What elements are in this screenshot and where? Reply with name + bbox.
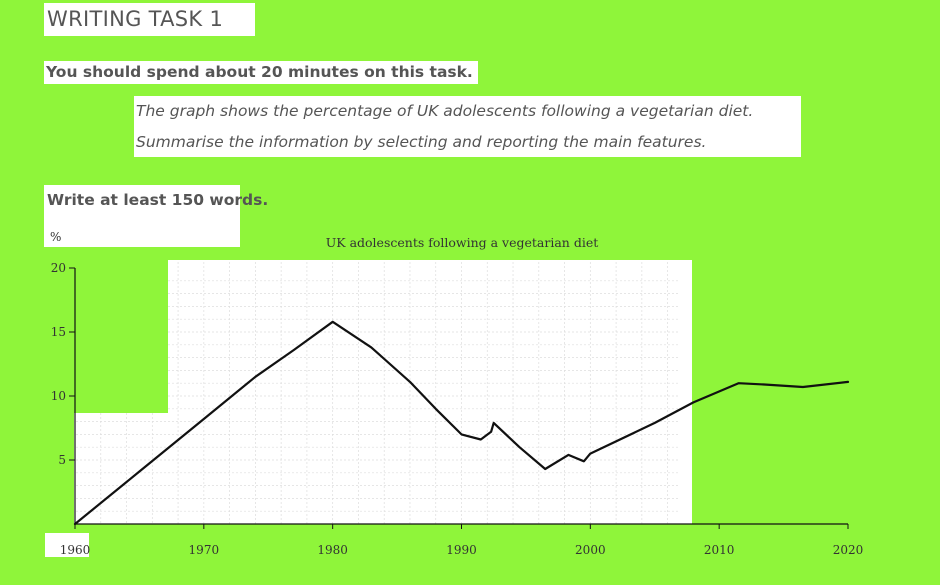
x-tick-label: 1970 [189, 543, 220, 557]
instruction-line-1: The graph shows the percentage of UK ado… [136, 102, 754, 120]
x-tick-label: 2020 [833, 543, 864, 557]
series-line [73, 320, 850, 526]
task-heading: WRITING TASK 1 [44, 3, 255, 36]
x-tick-label: 2010 [704, 543, 735, 557]
plot-panel-lower [74, 413, 678, 524]
x-tick-label: 1990 [446, 543, 477, 557]
x-tick-label: 2000 [575, 543, 606, 557]
chart-title: UK adolescents following a vegetarian di… [326, 235, 599, 250]
x-tick-label: 1960 [60, 543, 91, 557]
y-tick-label: 5 [58, 453, 66, 467]
x-tick-label: 1980 [317, 543, 348, 557]
time-note: You should spend about 20 minutes on thi… [44, 61, 478, 84]
chart-ticks: 1960 1970 1980 1990 2000 2010 2020 5 10 15 20 [51, 261, 864, 557]
y-tick-label: 10 [51, 389, 66, 403]
instruction-line-2: Summarise the information by selecting a… [136, 133, 707, 151]
tick-label-panel [45, 533, 89, 557]
instructions: The graph shows the percentage of UK ado… [134, 96, 801, 157]
y-tick-label: 20 [51, 261, 66, 275]
chart-series [73, 320, 850, 526]
y-tick-label: 15 [51, 325, 66, 339]
chart-grid [76, 262, 678, 524]
word-count-note: Write at least 150 words. [44, 185, 268, 247]
y-axis-label: % [50, 230, 62, 244]
